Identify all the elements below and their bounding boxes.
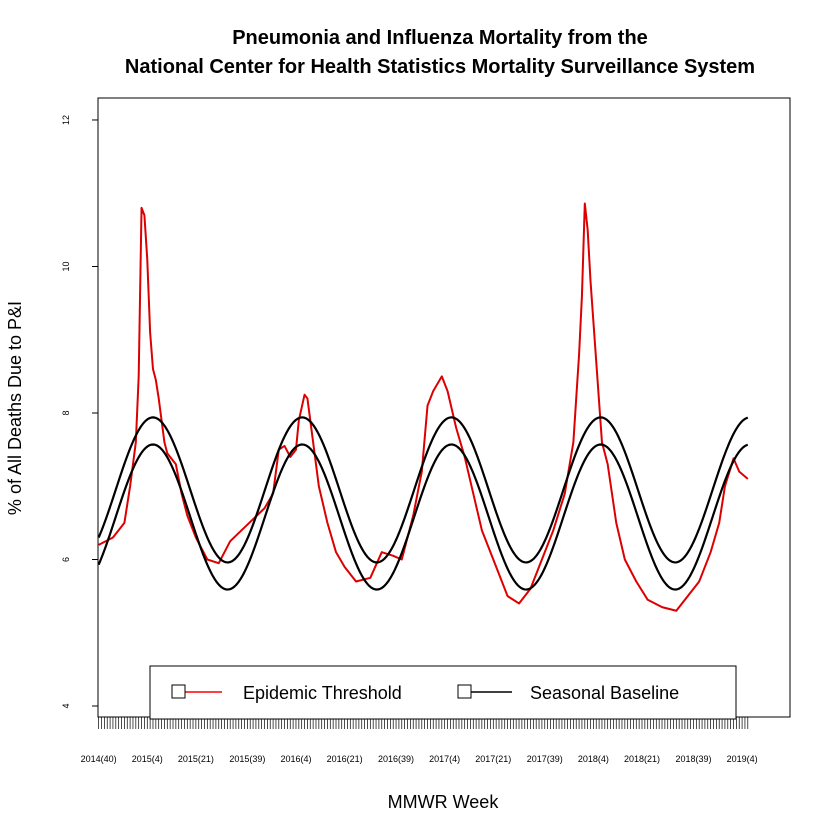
- legend-baseline-label: Seasonal Baseline: [530, 683, 679, 703]
- chart-title-line-2: National Center for Health Statistics Mo…: [125, 56, 755, 78]
- series-line-threshold: [97, 416, 749, 564]
- legend: Epidemic Threshold Seasonal Baseline: [149, 665, 737, 720]
- series-layer: [97, 202, 749, 612]
- x-tick-label: 2015(39): [229, 754, 265, 764]
- x-tick-label: 2017(39): [527, 754, 563, 764]
- legend-box: [149, 665, 737, 720]
- series-line-observed: [98, 202, 749, 612]
- y-tick-label: 6: [61, 557, 71, 562]
- y-axis: 4 6 8 10 12: [61, 115, 98, 709]
- series-line-baseline: [97, 443, 749, 591]
- x-axis: 2014(40) 2015(4) 2015(21) 2015(39) 2016(4) 20…: [81, 717, 758, 764]
- x-tick-label: 2015(21): [178, 754, 214, 764]
- x-axis-label: MMWR Week: [388, 792, 500, 812]
- y-tick-label: 8: [61, 410, 71, 415]
- x-tick-label: 2018(4): [578, 754, 609, 764]
- legend-threshold-marker: [171, 684, 186, 699]
- x-tick-label: 2018(39): [675, 754, 711, 764]
- legend-threshold-label: Epidemic Threshold: [243, 683, 402, 703]
- x-tick-label: 2017(21): [475, 754, 511, 764]
- y-tick-label: 10: [61, 261, 71, 271]
- plot-frame: [97, 97, 791, 718]
- legend-baseline-marker: [457, 684, 472, 699]
- x-tick-label: 2015(4): [132, 754, 163, 764]
- x-tick-label: 2018(21): [624, 754, 660, 764]
- x-tick-label: 2014(40): [81, 754, 117, 764]
- x-tick-label: 2019(4): [727, 754, 758, 764]
- x-tick-label: 2016(39): [378, 754, 414, 764]
- y-axis-label: % of All Deaths Due to P&I: [5, 301, 25, 515]
- x-tick-label: 2016(21): [327, 754, 363, 764]
- y-tick-label: 4: [61, 704, 71, 709]
- chart-title-line-1: Pneumonia and Influenza Mortality from t…: [232, 27, 648, 49]
- y-tick-label: 12: [61, 115, 71, 125]
- x-tick-label: 2016(4): [280, 754, 311, 764]
- x-tick-label: 2017(4): [429, 754, 460, 764]
